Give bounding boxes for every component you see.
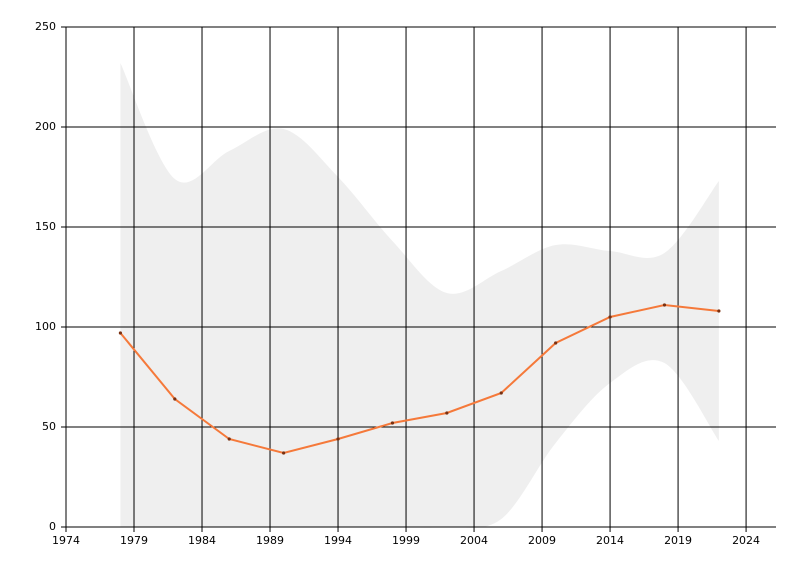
point [227,437,231,441]
x-tick-label: 1974 [52,534,80,547]
x-tick-label: 2024 [732,534,760,547]
point [282,451,286,455]
x-tick-label: 2014 [596,534,624,547]
y-tick-label: 200 [35,120,56,133]
x-tick-label: 2009 [528,534,556,547]
point [173,397,177,401]
point [336,437,340,441]
y-tick-label: 100 [35,320,56,333]
confidence-band [120,63,719,528]
point [554,341,558,345]
x-tick-label: 1999 [392,534,420,547]
point [499,391,503,395]
point [662,303,667,307]
x-tick-label: 1989 [256,534,284,547]
x-tick-label: 1979 [120,534,148,547]
y-tick-label: 250 [35,20,56,33]
y-tick-label: 0 [49,520,56,533]
x-tick-label: 1984 [188,534,216,547]
point [608,315,612,319]
point [118,331,123,335]
x-tick-label: 1994 [324,534,352,547]
line [119,303,719,455]
y-tick-label: 150 [35,220,56,233]
point [717,309,721,313]
y-tick-label: 50 [42,420,56,433]
x-tick-label: 2004 [460,534,488,547]
x-tick-label: 2019 [664,534,692,547]
point [390,421,395,425]
point [445,411,449,415]
